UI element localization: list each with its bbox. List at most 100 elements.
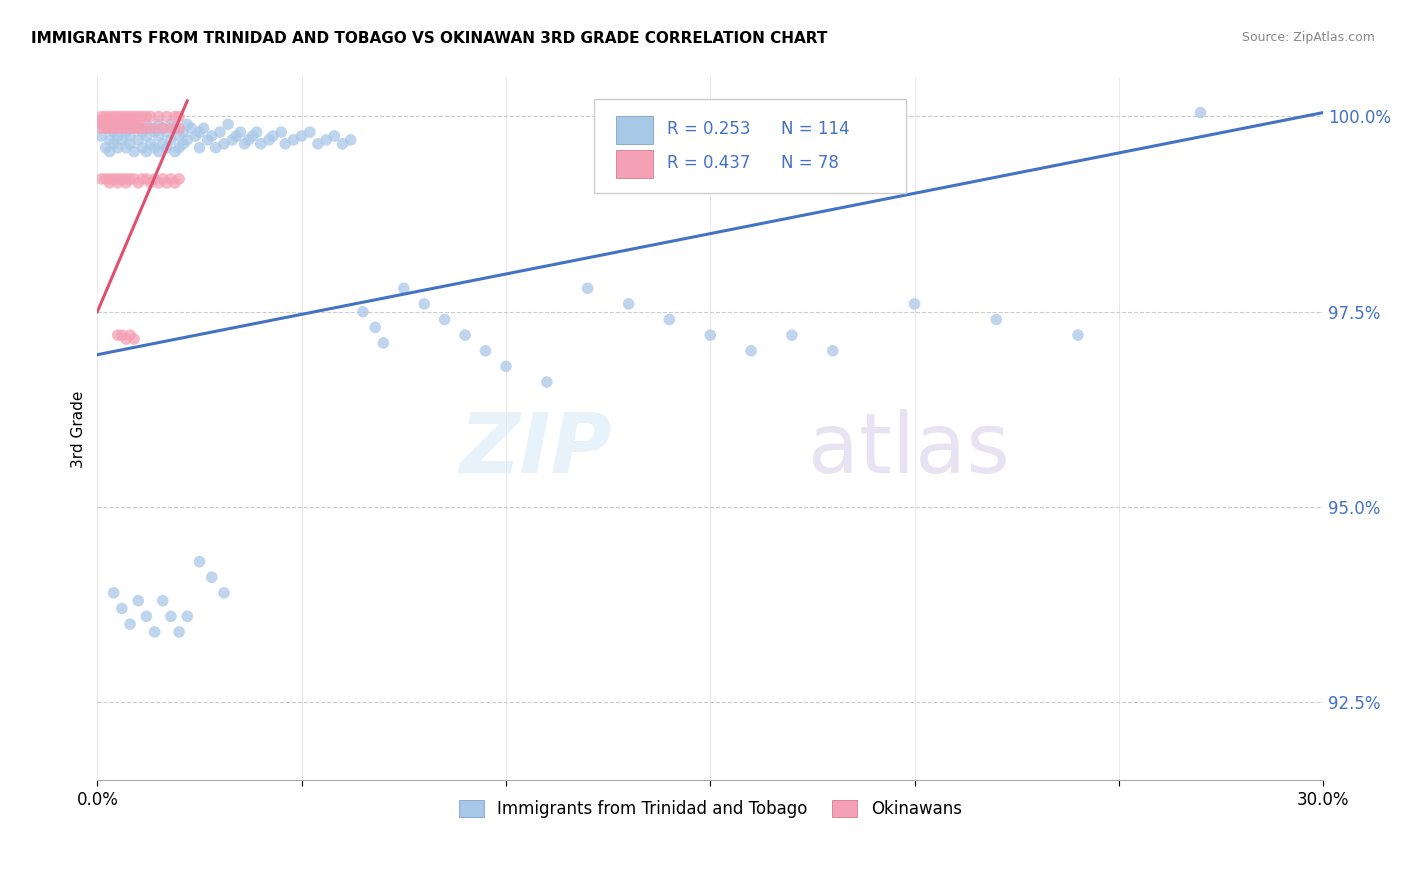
Point [392,281,415,295]
Point [433,312,456,326]
Point [90,117,112,131]
Point [176,133,198,147]
Point [111,133,134,147]
Point [118,121,141,136]
Point [107,141,129,155]
Point [115,332,138,346]
Point [201,570,224,584]
Point [143,141,166,155]
Point [107,176,129,190]
Point [118,172,141,186]
Point [225,128,247,143]
Point [107,117,129,131]
Point [172,125,194,139]
Point [167,121,190,136]
Point [135,121,157,136]
Point [127,113,149,128]
Point [143,125,166,139]
Point [131,125,153,139]
Point [152,121,174,136]
Point [139,121,162,136]
Point [197,133,219,147]
Point [176,117,198,131]
Point [98,113,121,128]
Point [98,145,121,159]
Point [188,141,211,155]
Point [270,125,292,139]
Text: Source: ZipAtlas.com: Source: ZipAtlas.com [1241,31,1375,45]
Point [115,113,138,128]
Point [160,609,183,624]
Point [495,359,517,374]
Point [118,110,141,124]
Point [103,113,125,128]
Point [94,117,117,131]
Point [122,332,145,346]
Point [148,145,170,159]
Point [107,172,129,186]
Point [139,110,162,124]
Point [163,145,186,159]
Point [107,113,129,128]
Point [536,375,558,389]
Point [229,125,252,139]
Point [188,125,211,139]
Point [115,113,138,128]
Point [98,172,121,186]
Point [131,110,153,124]
Text: N = 78: N = 78 [782,154,839,172]
Point [160,133,183,147]
Point [103,586,125,600]
Point [98,110,121,124]
Point [193,121,215,136]
Point [98,117,121,131]
Point [307,136,329,151]
Text: atlas: atlas [808,409,1010,491]
Point [118,328,141,343]
Point [262,128,284,143]
Point [122,172,145,186]
Point [454,328,477,343]
Point [148,117,170,131]
Point [98,133,121,147]
Point [233,136,256,151]
Point [148,176,170,190]
Point [212,136,235,151]
Point [103,172,125,186]
Point [127,176,149,190]
Point [94,172,117,186]
Point [127,110,149,124]
Point [90,172,112,186]
Point [131,121,153,136]
Point [167,128,190,143]
Point [617,297,640,311]
Point [986,312,1008,326]
Point [152,136,174,151]
Point [184,128,207,143]
Point [160,121,183,136]
Point [127,121,149,136]
Point [135,172,157,186]
Point [115,110,138,124]
Point [94,121,117,136]
Point [115,125,138,139]
Point [257,133,280,147]
Point [152,593,174,607]
Point [576,281,599,295]
Point [90,121,112,136]
Point [139,176,162,190]
Point [217,117,239,131]
Point [111,113,134,128]
Point [658,312,681,326]
Point [122,113,145,128]
Point [115,141,138,155]
Point [111,601,134,615]
Legend: Immigrants from Trinidad and Tobago, Okinawans: Immigrants from Trinidad and Tobago, Oki… [453,793,969,825]
Point [103,121,125,136]
Point [103,136,125,151]
Point [249,136,271,151]
Point [148,128,170,143]
Point [118,617,141,632]
Point [111,328,134,343]
Point [127,121,149,136]
